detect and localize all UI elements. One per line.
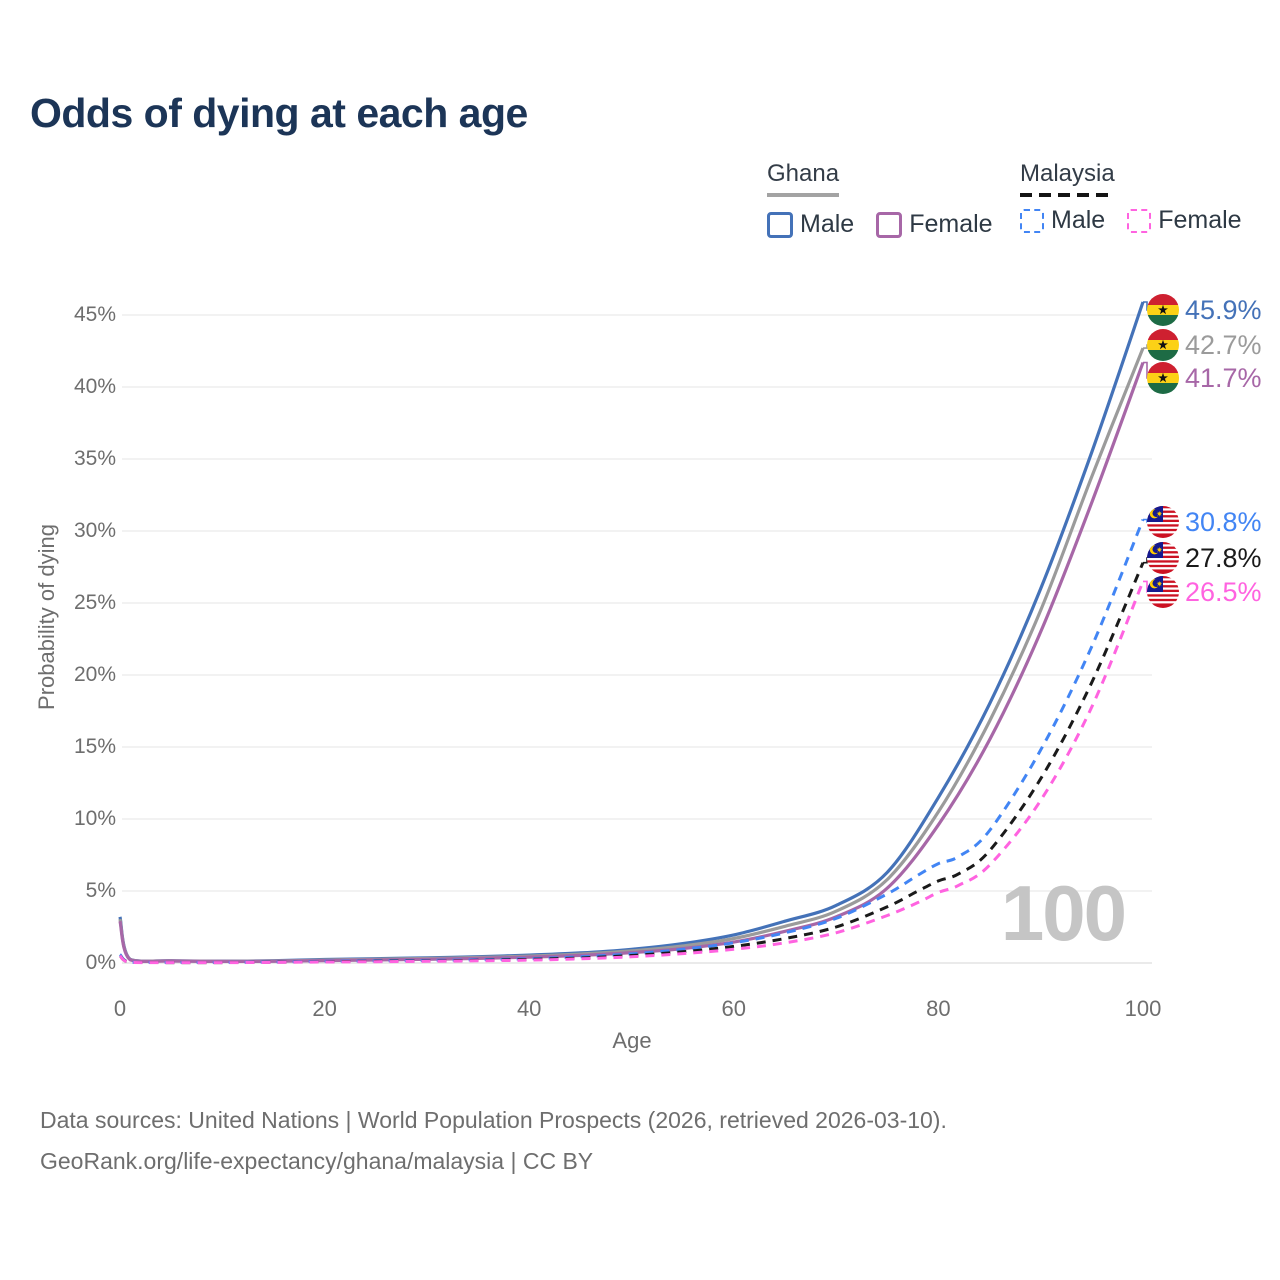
malaysia-flag-icon [1147,576,1179,608]
ghana-male-swatch-icon[interactable] [767,211,793,238]
legend-label-ghana-male: Male [800,210,855,238]
legend-item-malaysia-male[interactable]: Male [1020,206,1105,235]
y-tick-label-35: 35% [73,447,116,470]
end-label-value-malaysia-male: 30.8% [1185,506,1262,537]
x-tick-label-40: 40 [516,996,542,1021]
series-line-ghana-male[interactable] [118,301,1145,963]
legend-group-ghana: Ghana Male Female [767,160,1015,239]
legend-label-malaysia-male: Male [1051,206,1106,234]
end-label-ghana-both: 42.7% [1147,329,1262,361]
end-label-ghana-male: 45.9% [1147,294,1262,326]
end-label-malaysia-both: 27.8% [1147,542,1262,574]
x-tick-label-20: 20 [312,996,337,1021]
ghana-flag-icon [1147,362,1179,394]
x-axis-title: Age [612,1028,652,1053]
end-label-value-malaysia-female: 26.5% [1185,576,1262,607]
legend-label-ghana-female: Female [909,210,993,238]
ghana-flag-icon [1147,294,1179,326]
y-tick-label-0: 0% [85,951,116,974]
end-label-malaysia-male: 30.8% [1147,506,1262,538]
malaysia-flag-icon [1147,542,1179,574]
x-tick-label-60: 60 [721,996,747,1021]
y-tick-label-20: 20% [73,663,116,686]
y-axis-title: Probability of dying [34,524,59,710]
malaysia-female-swatch-icon[interactable] [1127,208,1152,233]
legend-label-malaysia-female: Female [1158,206,1242,234]
ghana-female-swatch-icon[interactable] [876,211,903,238]
legend-country-ghana: Ghana [767,160,840,197]
x-tick-label-100: 100 [1124,996,1162,1021]
end-label-value-malaysia-both: 27.8% [1185,542,1262,573]
y-tick-label-10: 10% [73,807,116,830]
ghana-flag-icon [1147,329,1179,361]
legend-country-malaysia: Malaysia [1020,160,1115,197]
y-tick-label-5: 5% [85,879,116,902]
footer-line-1: Data sources: United Nations | World Pop… [40,1107,947,1133]
end-label-malaysia-female: 26.5% [1147,576,1262,608]
legend-item-ghana-male[interactable]: Male [767,210,854,239]
malaysia-flag-icon [1147,506,1179,538]
x-tick-label-80: 80 [926,996,951,1021]
end-label-ghana-female: 41.7% [1147,362,1262,394]
chart-title: Odds of dying at each age [30,90,528,136]
y-tick-label-15: 15% [73,735,116,758]
y-tick-label-30: 30% [73,519,116,542]
legend-item-ghana-female[interactable]: Female [876,210,993,239]
y-tick-label-25: 25% [73,591,116,614]
y-tick-label-45: 45% [73,303,116,326]
legend-group-malaysia: Malaysia Male Female [1020,160,1264,235]
legend-item-malaysia-female[interactable]: Female [1127,206,1242,235]
malaysia-male-swatch-icon[interactable] [1020,208,1044,233]
age-watermark: 100 [1000,869,1127,957]
x-tick-label-0: 0 [113,996,127,1021]
data-source-footer: Data sources: United Nations | World Pop… [40,1100,947,1182]
legend-items-malaysia: Male Female [1020,206,1264,235]
legend-items-ghana: Male Female [767,210,1015,239]
series-line-malaysia-both-sexes[interactable] [118,562,1145,965]
series-line-malaysia-female[interactable] [118,580,1145,965]
end-label-value-ghana-male: 45.9% [1185,294,1262,325]
footer-line-2: GeoRank.org/life-expectancy/ghana/malays… [40,1148,594,1174]
end-label-value-ghana-both: 42.7% [1185,329,1262,360]
series-line-malaysia-male[interactable] [118,518,1145,965]
end-label-value-ghana-female: 41.7% [1185,362,1262,393]
y-tick-label-40: 40% [73,375,116,398]
